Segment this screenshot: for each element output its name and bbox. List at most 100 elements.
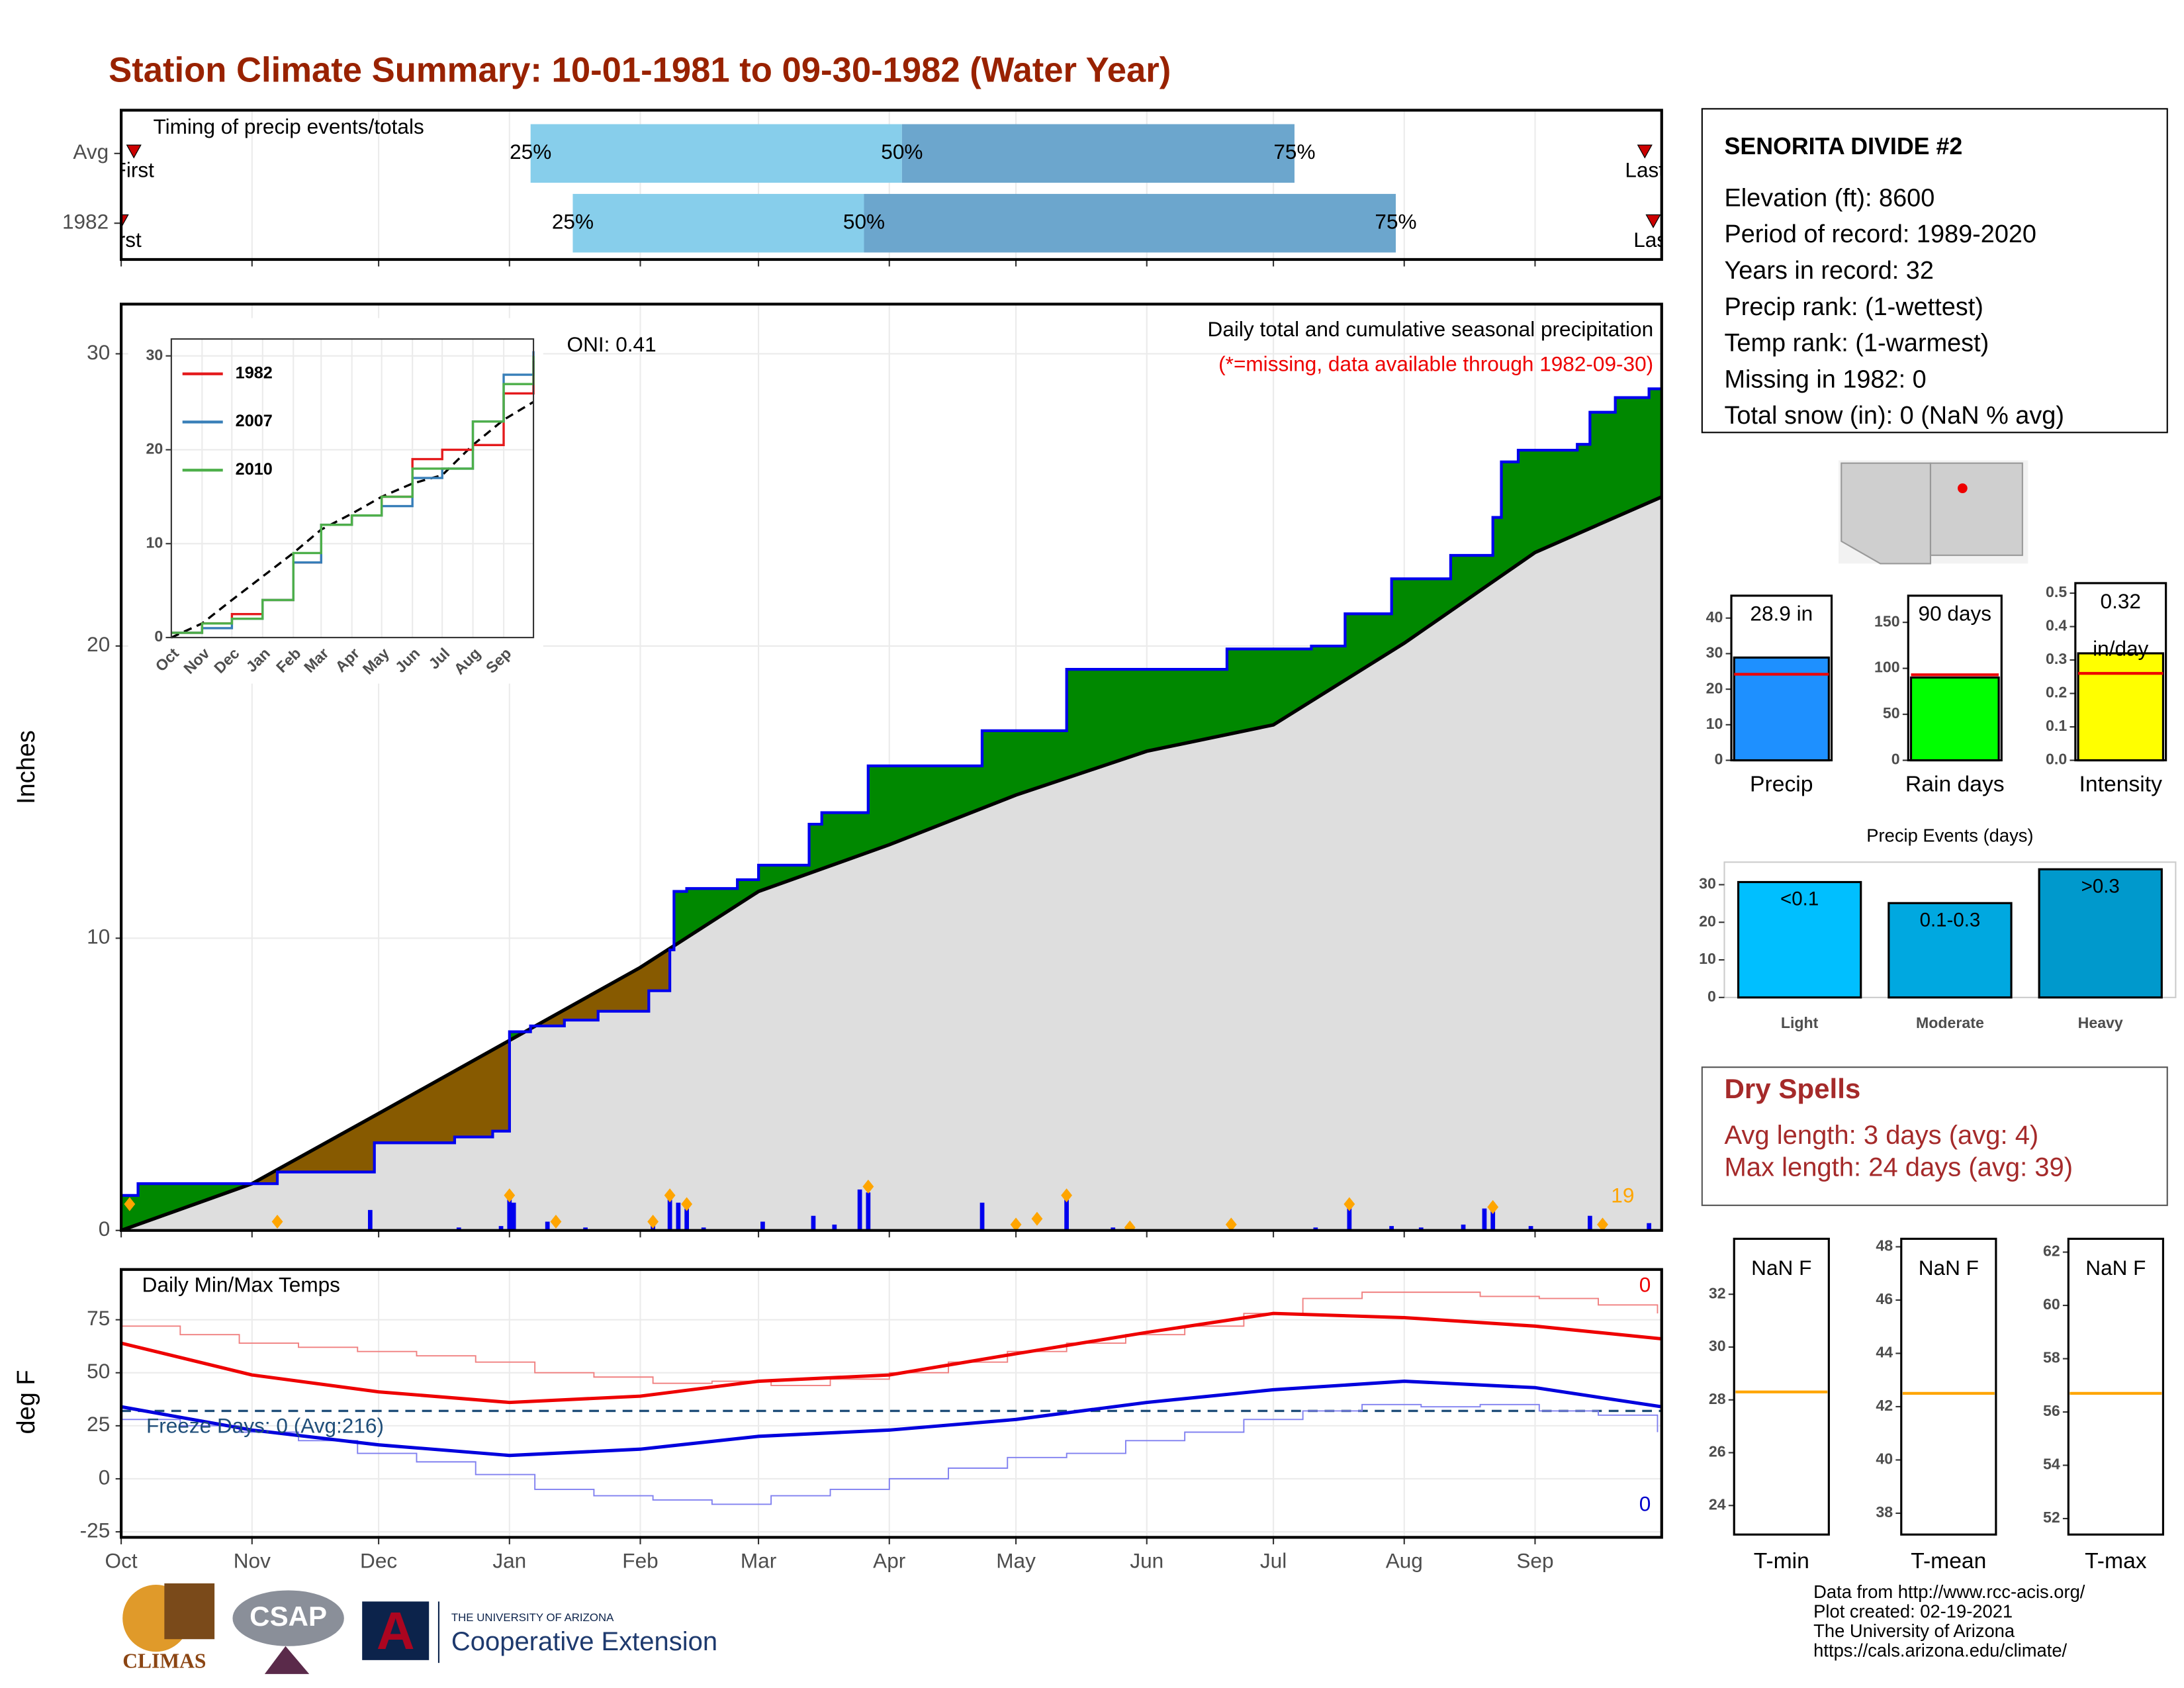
y-axis-title: deg F (13, 1370, 40, 1434)
station-info: Elevation (ft): 8600 (1724, 184, 1934, 212)
y-tick-label: 0 (154, 628, 163, 645)
unit-label: in/day (2093, 636, 2148, 660)
station-info: Total snow (in): 0 (NaN % avg) (1724, 402, 2064, 430)
climas-emblem (164, 1583, 215, 1640)
panel-title: Daily Min/Max Temps (142, 1272, 340, 1296)
max-avg-line (121, 1311, 1662, 1405)
daily-bar (1111, 1227, 1116, 1231)
event-marker (664, 1188, 676, 1203)
precip-areas (121, 387, 1662, 1231)
x-tick-label: Dec (360, 1549, 397, 1573)
timing-marker (121, 214, 129, 228)
y-tick-label: 56 (2043, 1402, 2060, 1419)
event-marker (1225, 1217, 1237, 1231)
y-tick-label: 28 (1709, 1390, 1726, 1407)
x-tick-label: Moderate (1916, 1014, 1984, 1031)
y-tick-label: 0.5 (2046, 583, 2067, 600)
legend-label: 2010 (236, 460, 273, 479)
y-tick-label: 10 (87, 925, 110, 949)
timing-end-label: First (101, 228, 142, 252)
station-info: Years in record: 32 (1724, 257, 1933, 285)
y-tick-label: 0.3 (2046, 650, 2067, 667)
y-tick-label: 0.1 (2046, 717, 2067, 734)
y-tick-label: 50 (87, 1359, 110, 1383)
timing-bar (572, 193, 864, 253)
station-dot (1958, 483, 1968, 493)
y-tick-label: 0 (99, 1465, 111, 1489)
location-map (1839, 460, 2028, 565)
panel-title: Timing of precip events/totals (154, 115, 424, 138)
y-tick-label: 150 (1874, 612, 1900, 630)
legend-label: 1982 (236, 363, 273, 382)
y-tick-label: 44 (1876, 1344, 1893, 1361)
y-tick-label: 20 (146, 440, 163, 457)
bar-label: 0.1-0.3 (1920, 909, 1981, 931)
daily-bar (1587, 1215, 1592, 1231)
y-tick-label: 10 (1699, 950, 1716, 967)
daily-bar (684, 1208, 690, 1231)
map-state (1841, 462, 1932, 565)
oni-label: ONI: 0.41 (567, 332, 657, 356)
quantile-label: 25% (552, 210, 594, 234)
min-missing: 0 (1639, 1491, 1651, 1515)
panel-subtitle: (*=missing, data available through 1982-… (1218, 352, 1653, 375)
count-label: 19 (1611, 1184, 1634, 1207)
y-tick-label: 26 (1709, 1443, 1726, 1460)
bar (1909, 676, 2000, 762)
y-tick-label: 54 (2043, 1456, 2060, 1473)
logos: CLIMAS CSAP A THE UNIVERSITY OF ARIZONA … (122, 1583, 717, 1674)
category-label: T-max (2085, 1549, 2147, 1573)
csap-cloud (232, 1590, 344, 1646)
daily-bar (507, 1196, 512, 1231)
daily-bar (456, 1227, 461, 1231)
y-tick-label: 42 (1876, 1397, 1893, 1414)
y-tick-label: 30 (146, 346, 163, 363)
category-label: T-mean (1911, 1549, 1986, 1573)
freeze-label: Freeze Days: 0 (Avg:216) (146, 1413, 384, 1437)
category-label: Precip (1750, 772, 1813, 796)
y-tick-label: 48 (1876, 1237, 1893, 1254)
y-tick-label: 30 (1699, 875, 1716, 892)
event-marker (862, 1180, 874, 1194)
y-tick-label: 100 (1874, 659, 1900, 676)
event-marker (1343, 1197, 1355, 1211)
event-marker (1061, 1188, 1073, 1203)
y-axis-title: Inches (13, 730, 40, 804)
y-tick-label: 62 (2043, 1243, 2060, 1260)
event-marker (647, 1214, 659, 1229)
station-info: Period of record: 1989-2020 (1724, 220, 2036, 248)
y-tick-label: 10 (146, 534, 163, 551)
average-line (121, 495, 1662, 1231)
timing-end-label: Last (1633, 228, 1673, 252)
y-tick-label: 20 (87, 632, 110, 656)
timing-bar (530, 124, 902, 183)
footer-line: The University of Arizona (1813, 1620, 2015, 1641)
average-line (171, 400, 534, 639)
plot-box (2067, 1237, 2165, 1536)
y-tick-label: 0 (1714, 751, 1723, 768)
event-marker (1010, 1217, 1022, 1231)
observed-line (121, 387, 1662, 1197)
x-tick-label: Light (1781, 1014, 1819, 1031)
dry-spell-info: Avg length: 3 days (avg: 4) (1724, 1121, 2038, 1150)
y-tick-label: 38 (1876, 1503, 1893, 1521)
daily-bar (811, 1215, 816, 1231)
y-tick-label: 40 (1876, 1450, 1893, 1468)
y-tick-label: 50 (1883, 704, 1900, 722)
y-tick-label: 0.0 (2046, 751, 2067, 768)
panel (121, 1269, 1662, 1538)
category-label: T-min (1754, 1549, 1809, 1573)
x-tick-label: May (996, 1549, 1036, 1573)
dry-spells-box (1701, 1066, 2168, 1206)
daily-bar (1418, 1227, 1424, 1231)
y-tick-label: 75 (87, 1306, 110, 1330)
frame (119, 303, 1663, 1232)
y-tick-label: 0.2 (2046, 684, 2067, 701)
x-tick-label: Mar (741, 1549, 776, 1573)
y-tick-label: 20 (1699, 912, 1716, 929)
footer-line: https://cals.arizona.edu/climate/ (1813, 1640, 2067, 1660)
daily-bar (979, 1202, 985, 1231)
temp-lines (121, 1291, 1662, 1505)
y-tick-label: -25 (80, 1518, 111, 1542)
daily-bar (1461, 1224, 1466, 1231)
